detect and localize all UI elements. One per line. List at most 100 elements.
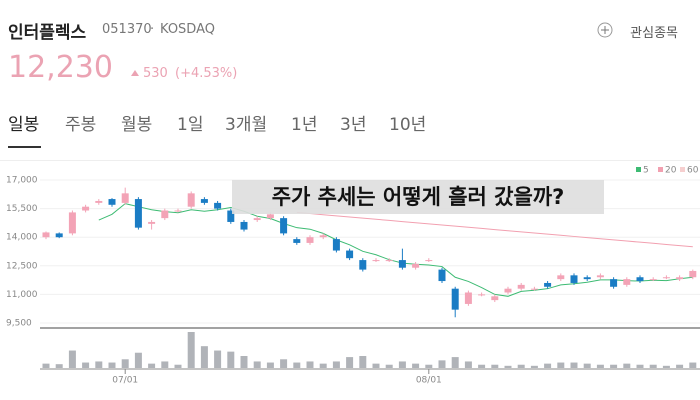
volume-bar [491,364,499,368]
volume-bar [108,362,116,368]
tab[interactable]: 10년 [389,115,427,135]
tab[interactable]: 1일 [177,115,204,135]
price-change-pct: (+4.53%) [175,66,238,81]
volume-bar [240,356,248,368]
candle-body [187,193,195,207]
ma-line [296,211,693,248]
candle-body [412,263,420,268]
candle-body [42,232,50,238]
candle-body [583,277,591,280]
volume-bar [214,350,222,368]
y-tick-label: 17,000 [6,176,38,186]
candle-body [200,199,208,203]
volume-bar [596,364,604,368]
volume-bar [266,362,274,368]
up-arrow [131,70,139,76]
volume-bar [557,362,565,368]
candle-body [227,210,235,222]
volume-bar [332,361,340,368]
volume-bar [359,356,367,368]
candle-body [425,260,433,262]
volume-bar [227,351,235,368]
candle-body [636,277,644,282]
volume-bar [464,361,472,368]
volume-bar [95,361,103,368]
candle-body [464,292,472,304]
volume-bar [425,364,433,368]
candle-body [240,221,248,230]
candle-body [530,288,538,290]
candle-body [596,275,604,278]
candle-body [491,296,499,301]
y-tick-label: 12,500 [6,261,38,271]
volume-bar [662,365,670,368]
candle-body [570,275,578,283]
candle-body [385,260,393,262]
plus-icon[interactable] [597,22,613,38]
candle-body [319,235,327,238]
volume-bar [253,361,261,368]
candle-body [214,202,222,209]
volume-bar [689,362,697,368]
candle-body [359,260,367,270]
volume-bar [121,359,129,368]
volume-bar [200,346,208,368]
price: 12,230 [8,50,113,85]
x-tick-label: 08/01 [416,376,442,386]
volume-bar [451,357,459,368]
candle-body [649,279,657,281]
candle-body [438,269,446,282]
tab[interactable]: 3년 [340,115,367,135]
volume-bar [187,332,195,368]
tab[interactable]: 월봉 [121,115,153,135]
candle-body [293,239,301,243]
volume-bar [517,364,525,368]
volume-bar [385,364,393,368]
candle-body [253,218,261,221]
tab[interactable]: 1년 [291,115,318,135]
candle-body [121,193,129,203]
candle-body [557,275,565,280]
volume-bar [174,364,182,368]
candle-body [610,279,618,287]
watch-button[interactable]: 관심종목 [630,26,678,41]
volume-bar [372,363,380,368]
volume-bar [583,363,591,368]
tab[interactable]: 3개월 [225,115,268,135]
candle-body [504,288,512,293]
volume-bar [346,357,354,368]
candle-body [676,277,684,280]
volume-bar [530,365,538,368]
candle-body [280,218,288,234]
legend-label: 5 [643,166,649,176]
candle-body [55,233,63,238]
volume-bar [412,363,420,368]
candle-body [134,199,142,228]
stock-name: 인터플렉스 [8,23,87,43]
candle-body [346,250,354,259]
legend-label: 20 [665,166,677,176]
candle-body [161,210,169,219]
volume-bar [398,361,406,368]
market: KOSDAQ [160,22,215,37]
price-change: 530 [143,66,168,81]
ma-line [98,203,693,297]
x-tick-label: 07/01 [112,376,138,386]
candle-body [306,237,314,243]
tab[interactable]: 일봉 [8,115,40,135]
volume-bar [544,363,552,368]
tab[interactable]: 주봉 [65,115,97,135]
volume-bar [68,350,76,368]
candle-body [544,282,552,287]
y-tick-label: 15,500 [6,204,38,214]
candle-body [266,214,274,219]
y-tick-label: 11,000 [6,290,38,300]
volume-bar [623,363,631,368]
candle-body [662,277,670,279]
volume-bar [504,365,512,368]
candle-body [148,221,156,224]
candle-body [372,260,380,262]
separator: · [150,22,155,37]
volume-bar [280,359,288,368]
